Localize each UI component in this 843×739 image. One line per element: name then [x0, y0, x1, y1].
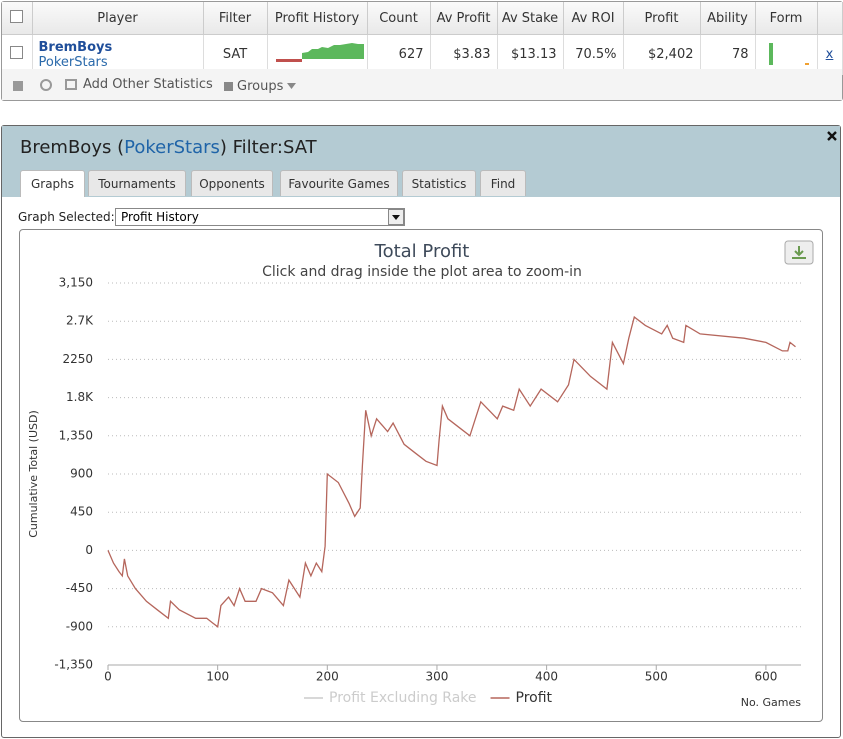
line-series [107, 315, 796, 628]
select-all[interactable] [2, 2, 33, 35]
tab[interactable]: Graphs [20, 170, 85, 197]
filter: SAT [203, 34, 268, 75]
header-row: Player Filter Profit History Count Av Pr… [2, 2, 843, 35]
chart: Total Profit Click and drag inside the p… [19, 229, 823, 722]
close-button[interactable] [827, 131, 837, 141]
header[interactable]: Count [367, 2, 431, 35]
select-arrow [388, 209, 404, 225]
data-row: BremBoys PokerStars SAT 627 $3.83 $13.13… [2, 34, 843, 75]
groups-arrow[interactable] [287, 83, 297, 91]
x-axis-label: No. Games [741, 696, 802, 709]
y-tick-label: 450 [70, 505, 93, 519]
sparkline-cell [267, 34, 368, 75]
tab[interactable]: Statistics [402, 170, 476, 196]
chart-subtitle: Click and drag inside the plot area to z… [262, 264, 582, 280]
remove-link[interactable]: x [817, 34, 843, 75]
header[interactable]: Av Profit [430, 2, 498, 35]
site-link[interactable]: PokerStars [38, 54, 108, 70]
ability: 78 [700, 34, 756, 75]
x-tick-label: 500 [645, 670, 668, 684]
title-site[interactable]: PokerStars [124, 137, 220, 158]
header[interactable]: Profit [623, 2, 701, 35]
y-tick-label: -900 [66, 619, 93, 633]
stats-table: Player Filter Profit History Count Av Pr… [2, 2, 843, 75]
groups-icon [224, 82, 233, 91]
y-tick-label: 2250 [62, 352, 93, 366]
player-link[interactable]: BremBoys [38, 39, 113, 55]
form [768, 43, 809, 65]
tab[interactable]: Find [480, 170, 526, 196]
legend-entry[interactable]: Profit [516, 690, 553, 706]
add-stats[interactable]: Add Other Statistics [83, 77, 213, 92]
toolbar: Add Other Statistics Groups [2, 69, 842, 100]
header[interactable]: Profit History [267, 2, 368, 35]
x-tick-label: 200 [316, 670, 339, 684]
y-tick-label: -450 [66, 581, 93, 595]
x-tick-label: 300 [426, 670, 449, 684]
header[interactable]: Ability [700, 2, 756, 35]
header[interactable]: Av ROI [563, 2, 624, 35]
av-profit: $3.83 [430, 34, 498, 75]
y-axis-label: Cumulative Total (USD) [27, 410, 40, 538]
title-player: BremBoys ( [20, 137, 125, 158]
graph-select-value: Profit History [121, 210, 199, 224]
x-tick-label: 600 [754, 670, 777, 684]
y-tick-label: 1.8K [66, 390, 94, 404]
y-tick-label: 3,150 [59, 276, 93, 290]
header[interactable]: Form [755, 2, 818, 35]
title-filter: ) Filter:SAT [219, 137, 317, 158]
av-roi: 70.5% [563, 34, 624, 75]
download-button[interactable] [784, 240, 814, 265]
y-tick-label: 1,350 [59, 428, 93, 442]
graph-select[interactable]: Profit History [115, 208, 405, 226]
y-tick-label: 900 [70, 467, 93, 481]
tab[interactable]: Opponents [191, 170, 273, 196]
form-cell [755, 34, 818, 75]
header[interactable]: Av Stake [497, 2, 564, 35]
y-tick-label: 2.7K [66, 314, 94, 328]
toolbar-icons[interactable] [12, 78, 82, 92]
x-tick-label: 0 [104, 670, 112, 684]
groups[interactable]: Groups [237, 79, 284, 94]
av-stake: $13.13 [497, 34, 564, 75]
y-tick-label: -1,350 [54, 658, 93, 672]
header-blank [817, 2, 843, 35]
header[interactable]: Player [32, 2, 204, 35]
legend-entry[interactable]: Profit Excluding Rake [329, 690, 477, 706]
panel-title: BremBoys (PokerStars) Filter:SAT [20, 137, 317, 158]
tab[interactable]: Tournaments [88, 170, 186, 196]
y-tick-label: 0 [85, 543, 93, 557]
chart-title: Total Profit [374, 241, 470, 262]
x-tick-label: 400 [535, 670, 558, 684]
stats-panel: Player Filter Profit History Count Av Pr… [1, 1, 843, 101]
graph-selected-label: Graph Selected: [18, 210, 115, 224]
x-tick-label: 100 [206, 670, 229, 684]
sparkline [275, 43, 364, 62]
header[interactable]: Filter [203, 2, 268, 35]
row-select[interactable] [2, 34, 33, 75]
tab[interactable]: Favourite Games [280, 170, 398, 196]
player-cell: BremBoys PokerStars [32, 34, 204, 75]
